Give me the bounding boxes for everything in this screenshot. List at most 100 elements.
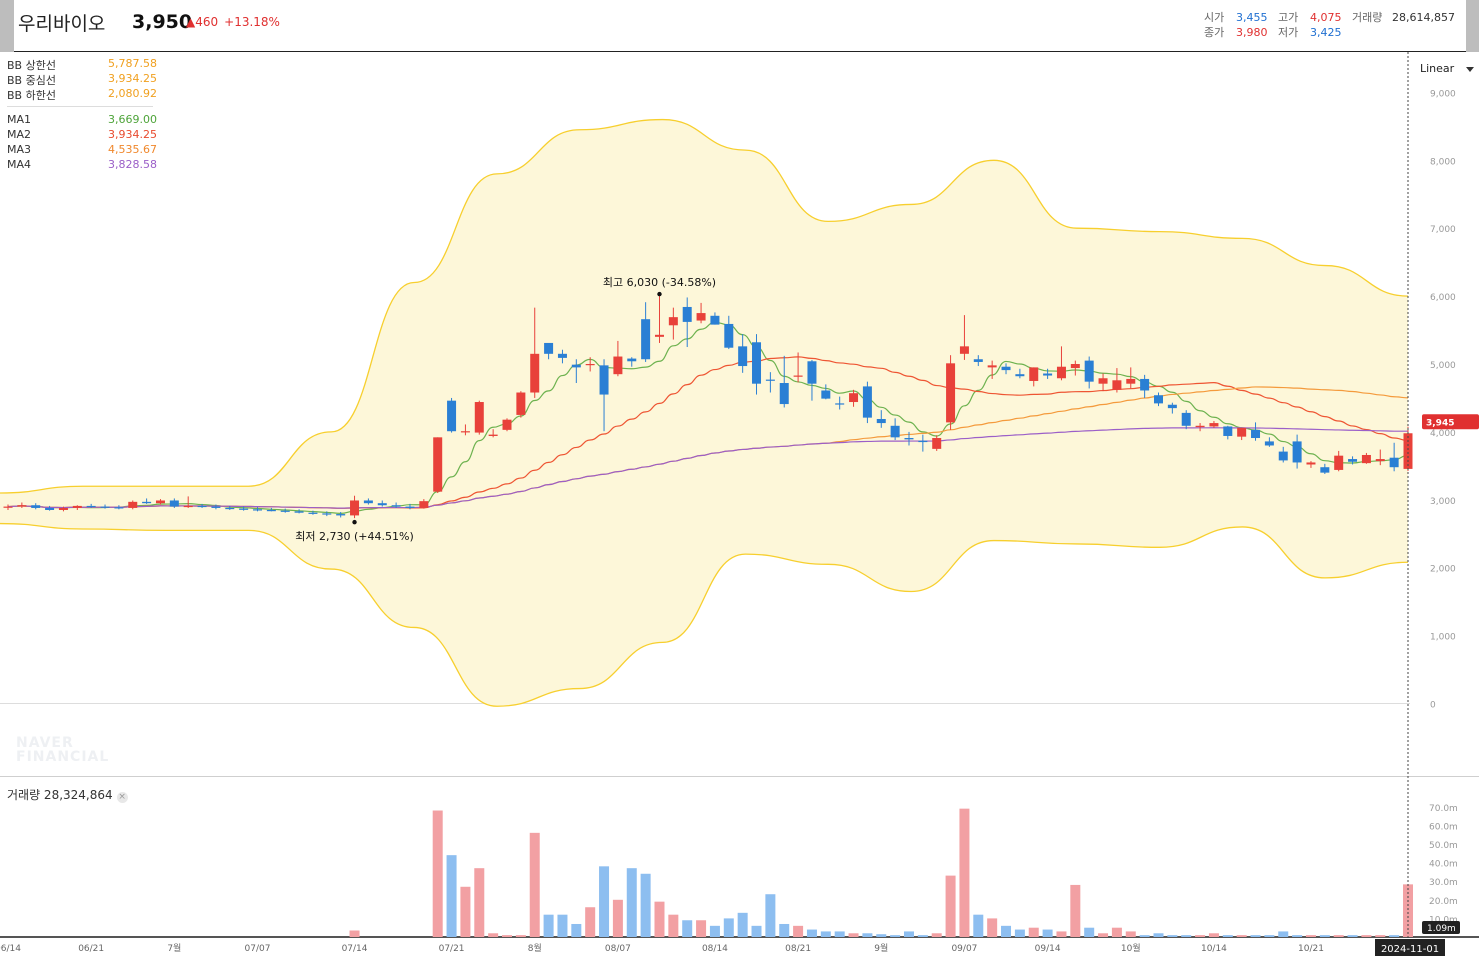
volume-bar: [1292, 935, 1303, 937]
candle-body: [363, 500, 373, 504]
candle-body: [585, 364, 595, 366]
crosshair-date-text: 2024-11-01: [1381, 944, 1439, 955]
x-tick-label: 08/07: [605, 944, 631, 954]
volume-bar: [945, 875, 956, 937]
candle-body: [876, 418, 886, 424]
legend-ma3: MA3 4,535.67: [7, 143, 157, 158]
candle-body: [752, 342, 762, 384]
volume-bar: [723, 918, 734, 937]
volume-bar: [1319, 935, 1330, 937]
volume-bar: [640, 873, 651, 937]
candle-body: [641, 319, 651, 360]
volume-bar: [848, 933, 859, 937]
candle-body: [849, 393, 859, 403]
volume-bar: [1098, 933, 1109, 937]
volume-bar: [1111, 927, 1122, 937]
volume-bar: [1347, 935, 1358, 937]
legend-bb-lower-label: BB 하한선: [7, 89, 56, 102]
candle-body: [516, 392, 526, 415]
close-value: 3,980: [1236, 26, 1268, 39]
volume-bar: [1250, 935, 1261, 937]
candle-body: [1403, 433, 1413, 469]
volume-bar: [1264, 935, 1275, 937]
candle-body: [710, 315, 720, 325]
watermark-line-1: NAVER: [16, 735, 74, 751]
volume-bar: [987, 918, 998, 937]
change-amount: ▲460: [186, 15, 219, 29]
candle-body: [1056, 366, 1066, 379]
ohlc-col-3: 거래량 28,614,857: [1352, 9, 1455, 24]
volume-bar: [502, 935, 513, 937]
axis-scale-toggle[interactable]: Linear: [1420, 62, 1474, 75]
candle-body: [474, 402, 484, 433]
candle-body: [433, 437, 443, 492]
candle-body: [114, 507, 124, 509]
volume-bar: [1333, 935, 1344, 937]
price-tick-label: 8,000: [1430, 157, 1456, 167]
candle-body: [862, 386, 872, 418]
legend-bb-upper-label: BB 상한선: [7, 59, 56, 72]
legend-bb-lower-value: 2,080.92: [108, 87, 157, 100]
volume-bar: [654, 901, 665, 937]
quote-header: 우리바이오 3,950 ▲460 +13.18% 시가 3,455 종가 3,980 …: [14, 0, 1466, 52]
volume-value: 28,614,857: [1392, 11, 1455, 24]
frame-left-gutter: [0, 0, 14, 52]
legend-ma4: MA4 3,828.58: [7, 158, 157, 173]
volume-bar: [1056, 931, 1067, 937]
candle-body: [58, 507, 68, 510]
price-tick-label: 7,000: [1430, 225, 1456, 235]
candle-body: [253, 509, 263, 511]
volume-bar: [931, 933, 942, 937]
candle-body: [45, 507, 55, 510]
volume-bar: [432, 810, 443, 937]
candle-body: [31, 505, 41, 508]
candle-body: [959, 346, 969, 354]
candle-body: [502, 419, 512, 430]
volume-pane-label: 거래량 28,324,864 ×: [7, 786, 128, 803]
volume-bar: [1084, 927, 1095, 937]
price-tick-label: 4,000: [1430, 429, 1456, 439]
volume-bar: [709, 925, 720, 937]
candle-body: [1334, 455, 1344, 470]
volume-bar: [903, 931, 914, 937]
volume-bar: [585, 907, 596, 937]
candle-body: [668, 317, 678, 326]
volume-bar: [959, 808, 970, 937]
volume-bar: [612, 899, 623, 937]
x-tick-label: 9월: [874, 942, 888, 954]
candle-body: [1029, 367, 1039, 381]
close-volume-pane-icon[interactable]: ×: [116, 792, 128, 803]
volume-bar: [1042, 929, 1053, 937]
price-tick-label: 1,000: [1430, 633, 1456, 643]
candle-body: [1320, 467, 1330, 473]
volume-bar: [626, 868, 637, 937]
volume-bar: [1167, 935, 1178, 937]
legend-ma3-value: 4,535.67: [108, 143, 157, 156]
volume-bar: [1361, 935, 1372, 937]
volume-bar: [529, 832, 540, 937]
volume-bar: [1001, 925, 1012, 937]
candle-body: [1195, 425, 1205, 428]
volume-bar: [1181, 935, 1192, 937]
candle-body: [183, 505, 193, 508]
volume-bar: [1139, 935, 1150, 937]
watermark-line-2: FINANCIAL: [16, 749, 110, 765]
candle-body: [779, 383, 789, 405]
volume-bar: [917, 935, 928, 937]
legend-ma4-label: MA4: [7, 158, 32, 171]
candle-body: [1278, 451, 1288, 461]
candle-body: [738, 346, 748, 367]
volume-bar: [973, 914, 984, 937]
axis-scale-label: Linear: [1420, 62, 1455, 75]
volume-bar: [779, 923, 790, 937]
candle-body: [460, 431, 470, 433]
candle-body: [1209, 423, 1219, 427]
x-tick-label: 08/21: [785, 944, 811, 954]
candle-body: [918, 440, 928, 443]
volume-pane-text: 거래량 28,324,864: [7, 788, 113, 802]
volume-bar: [682, 920, 693, 937]
volume-bar: [488, 933, 499, 937]
price-chart[interactable]: 0 1,000 2,000 3,000 4,000 5,000 6,000 7,000 8,00…: [0, 52, 1479, 958]
candle-body: [336, 514, 346, 516]
candle-body: [987, 365, 997, 368]
